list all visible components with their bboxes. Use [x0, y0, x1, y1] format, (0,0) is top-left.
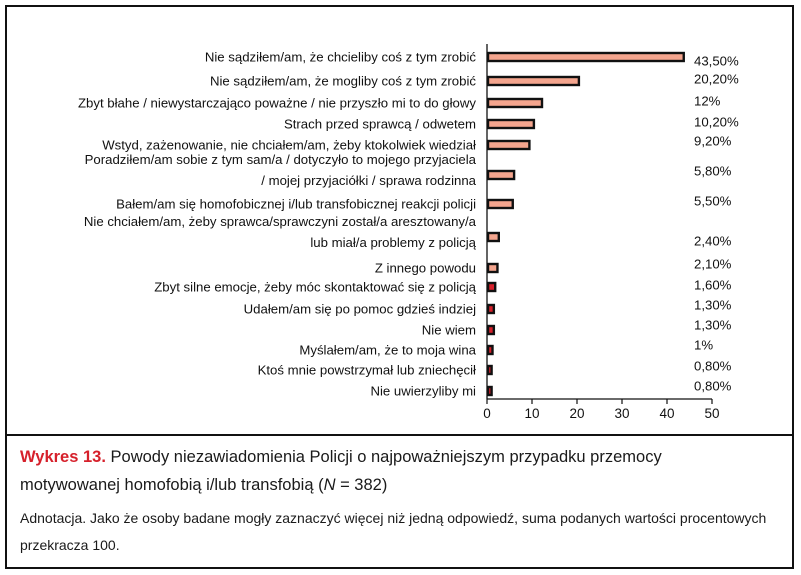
- data-label: 1,30%: [694, 298, 732, 313]
- bar: [486, 364, 493, 376]
- bar: [486, 231, 501, 243]
- bar: [486, 139, 531, 151]
- category-label: Poradziłem/am sobie z tym sam/a / dotycz…: [85, 152, 477, 167]
- caption-label: Wykres 13.: [20, 448, 106, 466]
- caption-title-line-1: Wykres 13. Powody niezawiadomienia Polic…: [20, 443, 780, 471]
- category-label: / mojej przyjaciółki / sprawa rodzinna: [261, 173, 476, 188]
- x-tick-label: 40: [659, 406, 674, 421]
- bar: [486, 262, 499, 274]
- data-label: 10,20%: [694, 115, 739, 130]
- data-label: 1%: [694, 338, 713, 353]
- caption-title-n: N: [323, 476, 336, 494]
- bar: [486, 198, 514, 210]
- category-label: Ktoś mnie powstrzymał lub zniechęcił: [258, 363, 476, 378]
- category-label: Nie wiem: [422, 323, 476, 338]
- data-label: 0,80%: [694, 379, 732, 394]
- bar: [486, 385, 493, 397]
- caption-title-part-1: Powody niezawiadomienia Policji o najpow…: [105, 448, 662, 466]
- category-label: Wstyd, zażenowanie, nie chciałem/am, żeb…: [102, 138, 476, 153]
- category-label: Strach przed sprawcą / odwetem: [284, 117, 476, 132]
- data-label: 1,60%: [694, 278, 732, 293]
- category-label: Z innego powodu: [375, 261, 476, 276]
- bar-chart: 0 10 20 30 40 50 Nie sądziłem/am, że chcieliby…: [78, 44, 739, 421]
- data-label: 2,40%: [694, 234, 732, 249]
- data-label: 9,20%: [694, 134, 732, 149]
- figure-frame: [5, 5, 794, 569]
- bar: [486, 324, 496, 336]
- x-tick-label: 20: [569, 406, 584, 421]
- data-label: 43,50%: [694, 54, 739, 69]
- category-label: Nie uwierzyliby mi: [370, 384, 476, 399]
- x-tick-label: 10: [524, 406, 539, 421]
- data-label: 5,80%: [694, 164, 732, 179]
- caption-title-line-2: motywowanej homofobią i/lub transfobią (…: [20, 471, 780, 499]
- x-tick-label: 50: [704, 406, 719, 421]
- data-label: 1,30%: [694, 318, 732, 333]
- x-tick-label: 0: [483, 406, 491, 421]
- category-label: Nie sądziłem/am, że mogliby coś z tym zr…: [210, 74, 476, 89]
- data-label: 20,20%: [694, 72, 739, 87]
- data-label: 0,80%: [694, 359, 732, 374]
- bar: [486, 303, 496, 315]
- figure-caption: Wykres 13. Powody niezawiadomienia Polic…: [20, 443, 780, 559]
- x-tick-label: 30: [614, 406, 629, 421]
- bar: [486, 169, 516, 181]
- bar: [486, 118, 536, 130]
- category-label: lub miał/a problemy z policją: [310, 235, 476, 250]
- bar: [486, 51, 685, 63]
- category-label: Bałem/am się homofobicznej i/lub transfo…: [116, 197, 476, 212]
- data-label: 12%: [694, 94, 721, 109]
- caption-title-part-2-pre: motywowanej homofobią i/lub transfobią (: [20, 476, 324, 494]
- caption-note: Adnotacja. Jako że osoby badane mogły za…: [20, 510, 767, 553]
- category-label: Zbyt silne emocje, żeby móc skontaktować…: [154, 280, 476, 295]
- data-label: 2,10%: [694, 257, 732, 272]
- bar: [486, 281, 497, 293]
- bar: [486, 75, 581, 87]
- caption-title-part-2-post: = 382): [335, 476, 388, 494]
- bar: [486, 344, 494, 356]
- data-label: 5,50%: [694, 194, 732, 209]
- bar: [486, 97, 544, 109]
- caption-divider: [5, 434, 794, 436]
- category-label: Nie sądziłem/am, że chcieliby coś z tym …: [205, 50, 477, 65]
- category-label: Nie chciałem/am, żeby sprawca/sprawczyni…: [84, 214, 477, 229]
- category-label: Udałem/am się po pomoc gdzieś indziej: [244, 302, 476, 317]
- category-label: Myślałem/am, że to moja wina: [299, 343, 476, 358]
- category-label: Zbyt błahe / niewystarczająco poważne / …: [78, 96, 476, 111]
